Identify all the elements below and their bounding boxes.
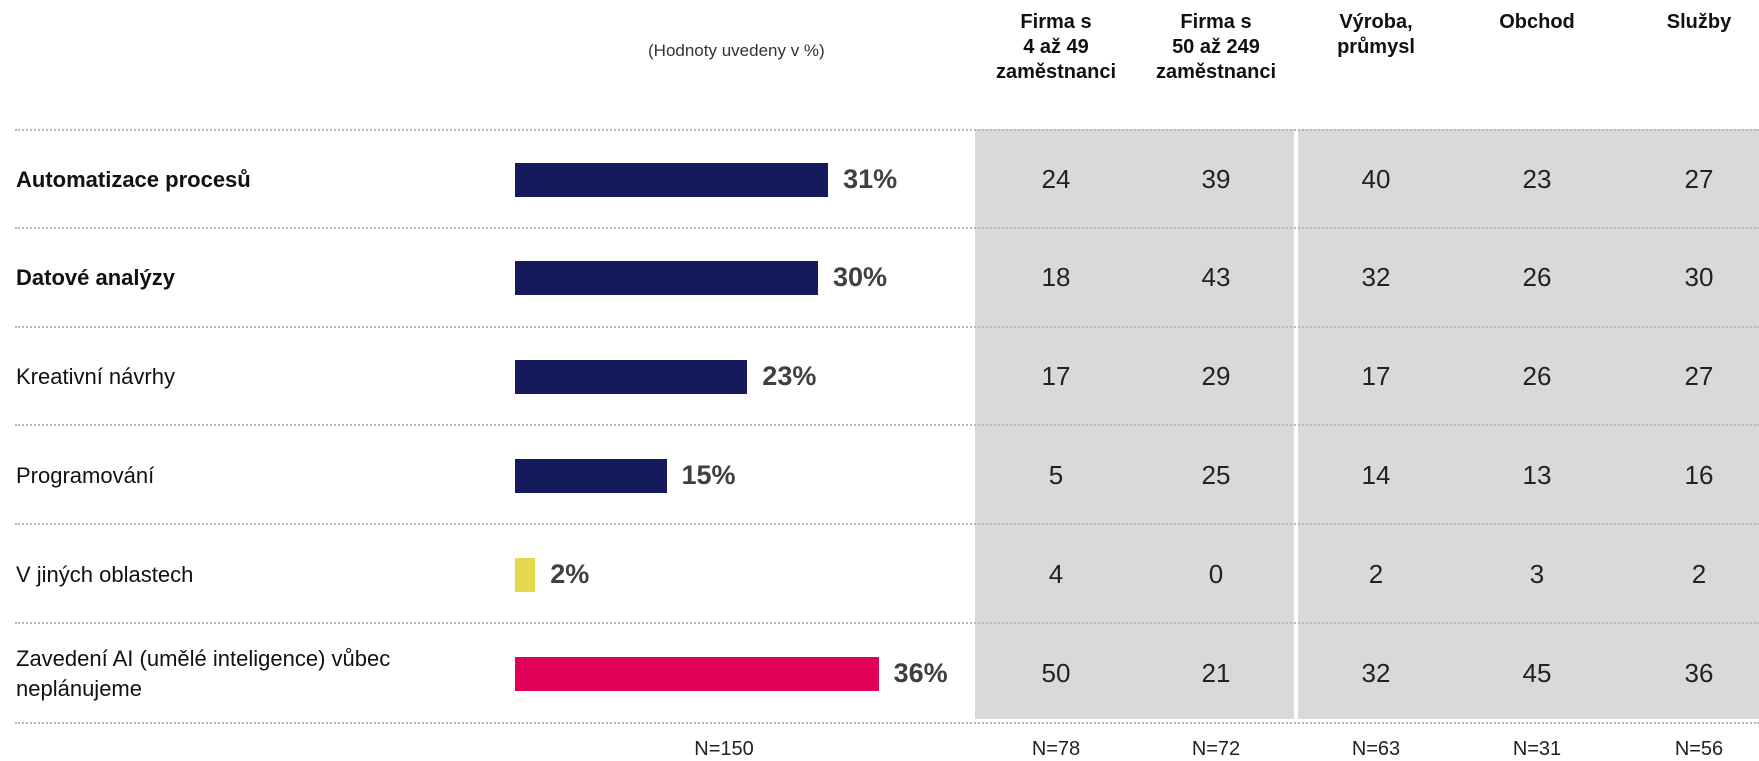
bar (515, 459, 667, 493)
table-cell: 27 (1684, 361, 1714, 391)
table-cell: 32 (1361, 262, 1391, 292)
bar (515, 261, 818, 295)
column-header: Služby (1666, 11, 1732, 33)
bar (515, 163, 829, 197)
table-cell: 21 (1201, 658, 1231, 688)
row-divider (15, 722, 1759, 724)
bar-value-label: 31% (843, 164, 898, 194)
sample-size: N=31 (1512, 738, 1562, 760)
table-cell: 26 (1522, 361, 1552, 391)
table-cell: 45 (1522, 658, 1552, 688)
bar (515, 558, 536, 592)
table-cell: 0 (1208, 559, 1224, 589)
table-cell: 40 (1361, 164, 1391, 194)
table-cell: 17 (1041, 361, 1071, 391)
row-divider (15, 622, 1759, 624)
table-cell: 18 (1041, 262, 1071, 292)
table-cell: 27 (1684, 164, 1714, 194)
row-label: V jiných oblastech (16, 562, 194, 587)
table-cell: 25 (1201, 460, 1231, 490)
bar-value-label: 2% (550, 559, 590, 589)
table-cell: 32 (1361, 658, 1391, 688)
sample-size-total: N=150 (694, 738, 754, 760)
row-divider (15, 129, 1759, 131)
table-cell: 26 (1522, 262, 1552, 292)
table-cell: 13 (1522, 460, 1552, 490)
table-cell: 14 (1361, 460, 1391, 490)
table-cell: 39 (1201, 164, 1231, 194)
row-label: Automatizace procesů (16, 167, 251, 192)
bar-value-label: 36% (893, 658, 948, 688)
units-note: (Hodnoty uvedeny v %) (648, 41, 825, 60)
table-cell: 4 (1048, 559, 1064, 589)
bar (515, 657, 879, 691)
table-cell: 43 (1201, 262, 1231, 292)
column-header: Firma s 4 až 49 zaměstnanci (995, 11, 1117, 83)
row-divider (15, 227, 1759, 229)
row-divider (15, 523, 1759, 525)
sample-size: N=72 (1191, 738, 1241, 760)
bar (515, 360, 748, 394)
table-cell: 24 (1041, 164, 1071, 194)
table-cell: 16 (1684, 460, 1714, 490)
table-cell: 3 (1529, 559, 1545, 589)
column-header: Obchod (1499, 11, 1575, 33)
sample-size: N=56 (1674, 738, 1724, 760)
table-cell: 2 (1368, 559, 1384, 589)
bar-value-label: 23% (762, 361, 817, 391)
row-label: Zavedení AI (umělé inteligence) vůbec ne… (16, 646, 391, 701)
table-cell: 23 (1522, 164, 1552, 194)
bar-value-label: 30% (833, 262, 888, 292)
table-cell: 5 (1048, 460, 1064, 490)
sample-size: N=63 (1351, 738, 1401, 760)
table-cell: 2 (1691, 559, 1707, 589)
row-label: Kreativní návrhy (16, 364, 175, 389)
row-divider (15, 326, 1759, 328)
table-cell: 29 (1201, 361, 1231, 391)
column-header: Firma s 50 až 249 zaměstnanci (1155, 11, 1277, 83)
row-label: Programování (16, 463, 155, 488)
table-cell: 36 (1684, 658, 1714, 688)
table-cell: 30 (1684, 262, 1714, 292)
bar-value-label: 15% (681, 460, 736, 490)
column-header: Výroba, průmysl (1337, 11, 1415, 58)
table-cell: 17 (1361, 361, 1391, 391)
row-divider (15, 424, 1759, 426)
sample-size: N=78 (1031, 738, 1081, 760)
row-label: Datové analýzy (16, 265, 175, 290)
table-cell: 50 (1041, 658, 1071, 688)
